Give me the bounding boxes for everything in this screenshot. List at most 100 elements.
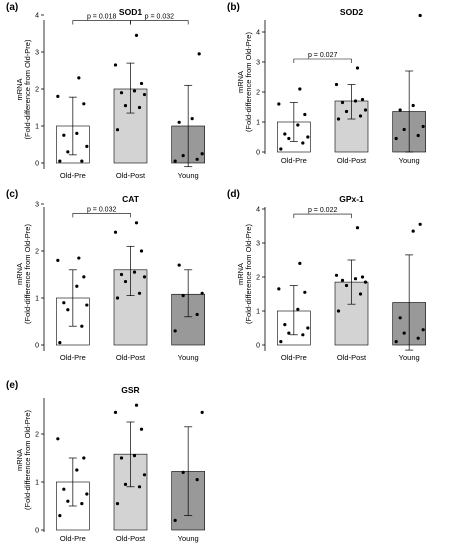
data-point bbox=[336, 117, 341, 121]
data-point bbox=[394, 340, 398, 344]
data-point bbox=[142, 275, 147, 279]
panel-title: SOD2 bbox=[340, 7, 363, 17]
y-axis-title-line2: (Fold-difference from Old-Pre) bbox=[23, 39, 32, 139]
panel-label: (a) bbox=[6, 2, 18, 13]
data-point bbox=[75, 284, 79, 288]
y-tick-label: 2 bbox=[35, 249, 39, 256]
x-tick-label: Old-Pre bbox=[60, 353, 86, 362]
y-tick-label: 2 bbox=[256, 275, 260, 282]
data-point bbox=[113, 63, 118, 67]
significance-bracket bbox=[72, 20, 131, 25]
data-point bbox=[56, 94, 60, 98]
data-point bbox=[137, 105, 142, 110]
x-tick-label: Old-Post bbox=[116, 353, 146, 362]
panel-title: SOD1 bbox=[119, 7, 142, 17]
data-point bbox=[134, 403, 139, 407]
data-point bbox=[298, 261, 302, 265]
panel-label: (d) bbox=[227, 189, 240, 200]
data-point bbox=[353, 99, 358, 103]
data-point bbox=[277, 287, 281, 291]
significance-bracket bbox=[293, 58, 352, 63]
y-tick-label: 3 bbox=[35, 50, 39, 57]
data-point bbox=[418, 222, 422, 226]
data-point bbox=[181, 294, 185, 298]
data-point bbox=[355, 226, 360, 230]
data-point bbox=[173, 518, 177, 523]
data-point bbox=[66, 499, 70, 503]
data-point bbox=[301, 333, 305, 337]
data-point bbox=[353, 277, 358, 281]
data-point bbox=[113, 410, 118, 414]
y-tick-label: 4 bbox=[256, 30, 260, 37]
data-point bbox=[123, 482, 128, 486]
data-point bbox=[279, 147, 283, 151]
data-point bbox=[200, 291, 204, 295]
panel-label: (c) bbox=[6, 189, 18, 200]
data-point bbox=[398, 316, 402, 320]
data-point bbox=[119, 456, 124, 460]
data-point bbox=[62, 487, 66, 491]
data-point bbox=[283, 132, 287, 136]
data-point bbox=[132, 89, 137, 93]
data-point bbox=[119, 272, 124, 277]
panel-label: (e) bbox=[6, 380, 18, 391]
x-tick-label: Young bbox=[399, 156, 420, 165]
data-point bbox=[363, 108, 368, 112]
data-point bbox=[296, 123, 300, 127]
x-tick-label: Young bbox=[178, 171, 199, 180]
p-value-label: p = 0.022 bbox=[308, 207, 337, 214]
x-tick-label: Old-Pre bbox=[281, 353, 307, 362]
data-point bbox=[195, 478, 199, 482]
data-point bbox=[421, 124, 425, 129]
data-point bbox=[66, 150, 70, 154]
data-point bbox=[355, 66, 360, 70]
data-point bbox=[137, 291, 142, 295]
data-point bbox=[139, 427, 144, 431]
panel-title: CAT bbox=[122, 194, 140, 204]
data-point bbox=[134, 33, 139, 37]
data-point bbox=[62, 133, 66, 137]
data-point bbox=[80, 159, 84, 163]
y-tick-label: 1 bbox=[35, 480, 39, 487]
data-point bbox=[344, 109, 349, 114]
y-tick-label: 2 bbox=[35, 87, 39, 94]
y-tick-label: 1 bbox=[35, 124, 39, 131]
data-point bbox=[123, 279, 128, 284]
data-point bbox=[363, 280, 368, 284]
data-point bbox=[279, 340, 283, 344]
data-point bbox=[344, 283, 349, 288]
data-point bbox=[134, 221, 139, 225]
data-point bbox=[85, 144, 89, 148]
data-point bbox=[306, 326, 310, 330]
data-point bbox=[142, 473, 147, 477]
data-point bbox=[177, 263, 181, 267]
data-point bbox=[132, 454, 137, 458]
data-point bbox=[190, 117, 194, 121]
data-point bbox=[66, 308, 70, 312]
data-point bbox=[139, 81, 144, 86]
y-tick-label: 2 bbox=[35, 432, 39, 439]
data-point bbox=[82, 275, 86, 279]
data-point bbox=[132, 270, 137, 274]
data-point bbox=[200, 410, 204, 414]
y-axis-title-line2: (Fold-difference from Old-Pre) bbox=[244, 224, 253, 324]
data-point bbox=[58, 159, 62, 163]
data-point bbox=[303, 290, 307, 294]
data-point bbox=[416, 133, 420, 138]
data-point bbox=[287, 331, 291, 335]
data-point bbox=[287, 136, 291, 141]
data-point bbox=[421, 328, 425, 332]
data-point bbox=[75, 131, 79, 135]
data-point bbox=[277, 102, 281, 106]
data-point bbox=[358, 114, 363, 118]
data-point bbox=[296, 307, 300, 311]
y-tick-label: 3 bbox=[256, 60, 260, 67]
data-point bbox=[123, 104, 128, 108]
data-point bbox=[77, 76, 81, 80]
data-point bbox=[283, 323, 287, 327]
significance-bracket bbox=[130, 20, 189, 25]
data-point bbox=[306, 135, 310, 139]
y-tick-label: 0 bbox=[256, 150, 260, 157]
x-tick-label: Old-Pre bbox=[60, 534, 86, 543]
data-point bbox=[360, 275, 365, 279]
